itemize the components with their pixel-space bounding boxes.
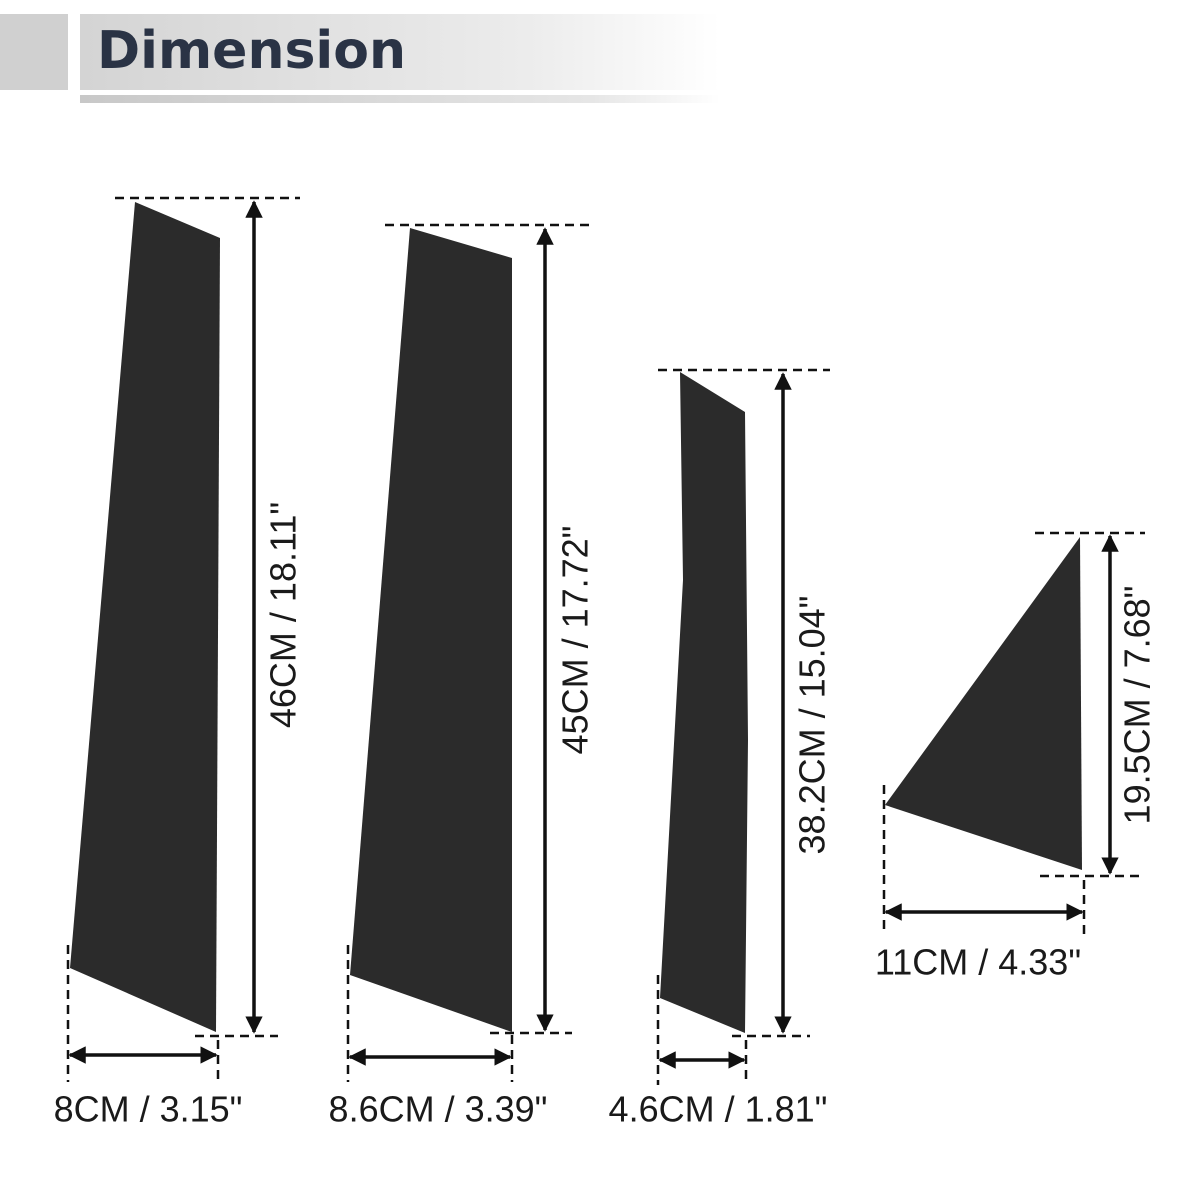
title: Dimension — [97, 21, 406, 81]
piece-4: 19.5CM / 7.68" 11CM / 4.33" — [875, 531, 1158, 983]
header-block — [0, 14, 68, 90]
width-label: 4.6CM / 1.81" — [609, 1089, 828, 1130]
panel — [885, 537, 1082, 870]
piece-2: 45CM / 17.72" 8.6CM / 3.39" — [329, 223, 596, 1130]
width-label: 11CM / 4.33" — [875, 942, 1081, 983]
height-label: 45CM / 17.72" — [555, 526, 596, 755]
width-label: 8.6CM / 3.39" — [329, 1089, 548, 1130]
header-band — [80, 14, 720, 90]
panel — [350, 228, 512, 1032]
header-underline — [80, 95, 720, 103]
height-label: 38.2CM / 15.04" — [792, 596, 833, 855]
piece-1: 46CM / 18.11" 8CM / 3.15" — [54, 196, 304, 1130]
header: Dimension — [0, 14, 720, 103]
height-label: 46CM / 18.11" — [263, 502, 304, 728]
panel — [70, 202, 220, 1032]
width-label: 8CM / 3.15" — [54, 1089, 243, 1130]
piece-3: 38.2CM / 15.04" 4.6CM / 1.81" — [609, 368, 833, 1130]
height-label: 19.5CM / 7.68" — [1117, 586, 1158, 825]
panel — [660, 372, 748, 1033]
